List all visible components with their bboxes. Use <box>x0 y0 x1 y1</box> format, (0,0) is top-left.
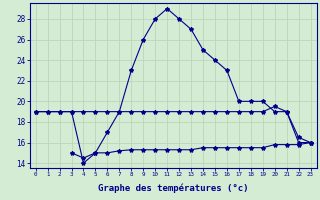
X-axis label: Graphe des températures (°c): Graphe des températures (°c) <box>98 183 248 193</box>
